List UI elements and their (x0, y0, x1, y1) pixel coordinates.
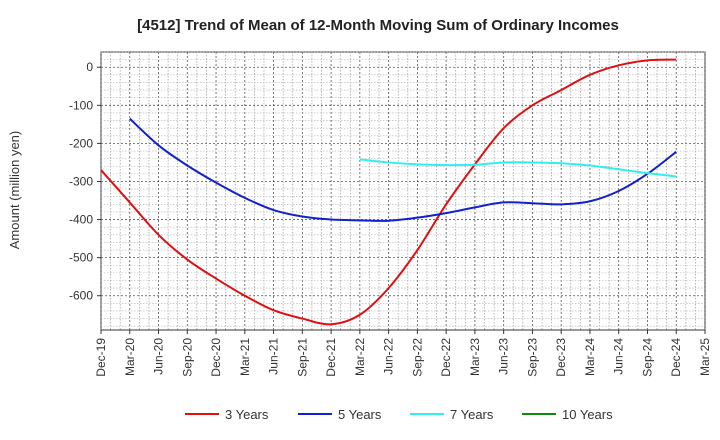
x-tick-label: Sep-21 (295, 338, 309, 377)
plot-area (100, 51, 706, 331)
y-tick-label: 0 (86, 60, 93, 74)
x-tick-label: Dec-21 (324, 338, 338, 377)
y-tick-label: -400 (69, 213, 93, 227)
x-tick-label: Jun-21 (267, 338, 281, 375)
x-tick-label: Mar-22 (353, 338, 367, 376)
x-tick-label: Mar-20 (123, 338, 137, 376)
x-tick-label: Sep-20 (180, 338, 194, 377)
y-tick-label: -500 (69, 251, 93, 265)
y-tick-label: -300 (69, 174, 93, 188)
x-tick-label: Mar-23 (468, 338, 482, 376)
x-tick-label: Sep-22 (410, 338, 424, 377)
legend-label: 3 Years (225, 407, 269, 422)
legend-label: 10 Years (562, 407, 613, 422)
y-tick-label: -200 (69, 136, 93, 150)
series-line-1 (100, 58, 677, 326)
chart-title: [4512] Trend of Mean of 12-Month Moving … (137, 17, 619, 34)
legend-label: 7 Years (450, 407, 494, 422)
y-axis-label: Amount (million yen) (7, 131, 22, 250)
series-lines (100, 58, 677, 326)
x-tick-label: Mar-24 (583, 338, 597, 376)
x-tick-label: Sep-24 (640, 338, 654, 377)
x-tick-label: Dec-19 (94, 338, 108, 377)
x-tick-label: Dec-20 (209, 338, 223, 377)
x-tick-label: Jun-24 (612, 338, 626, 375)
legend-label: 5 Years (338, 407, 382, 422)
x-tick-label: Dec-23 (554, 338, 568, 377)
grid-lines (100, 51, 706, 330)
series-line-2 (129, 117, 677, 222)
y-tick-label: -100 (69, 98, 93, 112)
x-tick-label: Jun-22 (382, 338, 396, 375)
x-tick-label: Sep-23 (525, 338, 539, 377)
x-tick-label: Dec-24 (669, 338, 683, 377)
x-tick-label: Mar-21 (238, 338, 252, 376)
y-tick-label: -600 (69, 289, 93, 303)
x-tick-label: Jun-20 (152, 338, 166, 375)
x-tick-label: Jun-23 (497, 338, 511, 375)
x-tick-label: Dec-22 (439, 338, 453, 377)
series-line-3 (359, 158, 677, 178)
y-axis-ticks: 0 -100 -200 -300 -400 -500 -600 (69, 60, 101, 303)
x-axis-ticks: Dec-19 Mar-20 Jun-20 Sep-20 Dec-20 Mar-21 Jun-… (94, 330, 712, 377)
x-tick-label: Mar-25 (698, 338, 712, 376)
legend: 3 Years 5 Years 7 Years 10 Years (185, 407, 613, 422)
